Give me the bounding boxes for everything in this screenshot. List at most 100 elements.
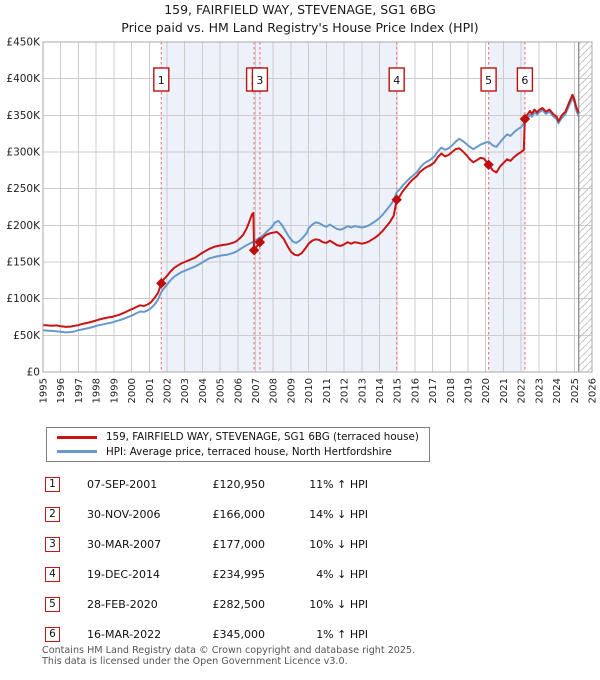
transaction-vs-hpi: 4% ↓ HPI xyxy=(316,568,368,581)
svg-text:2004: 2004 xyxy=(198,378,209,403)
svg-text:£300K: £300K xyxy=(6,147,41,159)
svg-text:£100K: £100K xyxy=(6,293,41,305)
table-row: 4 19-DEC-2014 £234,995 4% ↓ HPI xyxy=(0,567,600,585)
legend-item-hpi: HPI: Average price, terraced house, Nort… xyxy=(47,445,429,460)
blue-line-swatch-icon xyxy=(57,450,97,454)
x-axis-labels: 1995 1996 1997 1998 1999 2000 2001 2002 2003 2004… xyxy=(39,378,599,403)
svg-text:2017: 2017 xyxy=(428,378,439,403)
red-line-swatch-icon xyxy=(57,435,97,439)
table-row: 3 30-MAR-2007 £177,000 10% ↓ HPI xyxy=(0,537,600,555)
transaction-number-badge: 4 xyxy=(45,567,60,582)
legend-item-property: 159, FAIRFIELD WAY, STEVENAGE, SG1 6BG (… xyxy=(47,430,429,445)
svg-text:1: 1 xyxy=(158,74,165,87)
svg-text:2010: 2010 xyxy=(304,378,315,403)
svg-text:£350K: £350K xyxy=(6,110,41,122)
transaction-date: 19-DEC-2014 xyxy=(87,568,161,581)
svg-text:2005: 2005 xyxy=(216,378,227,403)
svg-text:2007: 2007 xyxy=(251,378,262,403)
transaction-number-badge: 6 xyxy=(45,627,60,642)
property-line xyxy=(42,93,580,328)
transaction-number-badge: 5 xyxy=(45,597,60,612)
transaction-price: £166,000 xyxy=(212,508,266,521)
transaction-vs-hpi: 10% ↓ HPI xyxy=(309,598,368,611)
svg-text:2018: 2018 xyxy=(446,378,457,403)
svg-text:2014: 2014 xyxy=(375,378,386,403)
svg-text:£450K: £450K xyxy=(6,37,41,49)
svg-text:1997: 1997 xyxy=(74,378,85,403)
svg-text:1996: 1996 xyxy=(56,378,67,403)
legend-label-property: 159, FAIRFIELD WAY, STEVENAGE, SG1 6BG (… xyxy=(106,431,419,444)
svg-text:£250K: £250K xyxy=(6,183,41,195)
transaction-vs-hpi: 1% ↑ HPI xyxy=(316,628,368,641)
svg-text:2024: 2024 xyxy=(552,378,563,403)
transaction-price: £282,500 xyxy=(212,598,266,611)
svg-text:4: 4 xyxy=(393,74,400,87)
svg-text:1998: 1998 xyxy=(92,378,103,403)
table-row: 2 30-NOV-2006 £166,000 14% ↓ HPI xyxy=(0,507,600,525)
y-axis-labels: £0 £50K £100K £150K £200K £250K £300K £350K £400… xyxy=(6,37,41,379)
table-row: 6 16-MAR-2022 £345,000 1% ↑ HPI xyxy=(0,627,600,645)
svg-text:£150K: £150K xyxy=(6,257,41,269)
svg-text:2023: 2023 xyxy=(534,378,545,403)
hpi-line xyxy=(42,96,580,334)
sale-markers xyxy=(156,113,531,289)
svg-text:2013: 2013 xyxy=(357,378,368,403)
svg-text:2016: 2016 xyxy=(410,378,421,403)
transaction-price: £234,995 xyxy=(212,568,266,581)
page-title: 159, FAIRFIELD WAY, STEVENAGE, SG1 6BG xyxy=(164,2,436,17)
transaction-vs-hpi: 11% ↑ HPI xyxy=(309,478,368,491)
chart-legend: 159, FAIRFIELD WAY, STEVENAGE, SG1 6BG (… xyxy=(46,427,430,462)
svg-text:2001: 2001 xyxy=(145,378,156,403)
transaction-price: £120,950 xyxy=(212,478,266,491)
svg-text:2008: 2008 xyxy=(269,378,280,403)
svg-text:2009: 2009 xyxy=(286,378,297,403)
future-hatch-region xyxy=(578,42,592,372)
sale-date-vlines xyxy=(160,42,526,372)
svg-text:2011: 2011 xyxy=(322,378,333,403)
page-subtitle: Price paid vs. HM Land Registry's House … xyxy=(121,20,479,35)
svg-text:2000: 2000 xyxy=(127,378,138,403)
license-footer: Contains HM Land Registry data © Crown c… xyxy=(42,645,582,667)
transaction-date: 16-MAR-2022 xyxy=(87,628,162,641)
table-row: 5 28-FEB-2020 £282,500 10% ↓ HPI xyxy=(0,597,600,615)
sale-number-boxes: 123456 xyxy=(153,67,534,92)
transaction-date: 07-SEP-2001 xyxy=(87,478,158,491)
svg-text:1995: 1995 xyxy=(39,378,50,403)
transaction-vs-hpi: 10% ↓ HPI xyxy=(309,538,368,551)
svg-text:2002: 2002 xyxy=(163,378,174,403)
svg-text:2012: 2012 xyxy=(340,378,351,403)
footer-line-2: This data is licensed under the Open Gov… xyxy=(42,655,348,667)
transaction-date: 30-NOV-2006 xyxy=(87,508,161,521)
svg-text:1999: 1999 xyxy=(109,378,120,403)
svg-text:6: 6 xyxy=(521,74,528,87)
table-row: 1 07-SEP-2001 £120,950 11% ↑ HPI xyxy=(0,477,600,495)
svg-text:2015: 2015 xyxy=(393,378,404,403)
svg-text:5: 5 xyxy=(485,74,492,87)
transaction-price: £345,000 xyxy=(212,628,266,641)
svg-text:2026: 2026 xyxy=(588,378,599,403)
transaction-number-badge: 3 xyxy=(45,537,60,552)
svg-text:2003: 2003 xyxy=(180,378,191,403)
svg-text:£200K: £200K xyxy=(6,220,41,232)
price-chart: 123456£0£50K£100K£150K£200K£250K£300K£35… xyxy=(6,37,599,404)
svg-text:£400K: £400K xyxy=(6,73,41,85)
svg-text:£0: £0 xyxy=(27,367,40,379)
footer-line-1: Contains HM Land Registry data © Crown c… xyxy=(42,645,416,656)
transaction-date: 30-MAR-2007 xyxy=(87,538,162,551)
svg-text:2006: 2006 xyxy=(233,378,244,403)
transaction-number-badge: 1 xyxy=(45,477,60,492)
legend-label-hpi: HPI: Average price, terraced house, Nort… xyxy=(106,445,392,458)
svg-text:2020: 2020 xyxy=(481,378,492,403)
transaction-price: £177,000 xyxy=(212,538,266,551)
transaction-vs-hpi: 14% ↓ HPI xyxy=(309,508,368,521)
svg-text:2021: 2021 xyxy=(499,378,510,403)
ownership-bands xyxy=(161,42,525,372)
transaction-date: 28-FEB-2020 xyxy=(87,598,158,611)
svg-text:2019: 2019 xyxy=(464,378,475,403)
transaction-number-badge: 2 xyxy=(45,507,60,522)
svg-text:2022: 2022 xyxy=(517,378,528,403)
svg-text:£50K: £50K xyxy=(13,330,41,342)
svg-text:2025: 2025 xyxy=(570,378,581,403)
svg-text:3: 3 xyxy=(256,74,263,87)
